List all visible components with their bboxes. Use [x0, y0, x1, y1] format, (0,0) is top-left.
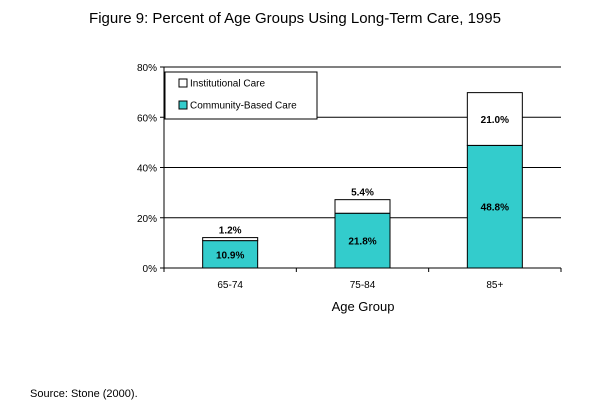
- data-label: 10.9%: [216, 250, 244, 261]
- data-label: 21.0%: [481, 115, 509, 126]
- y-tick-label: 20%: [137, 214, 157, 225]
- chart-title: Figure 9: Percent of Age Groups Using Lo…: [89, 10, 501, 27]
- y-tick-label: 40%: [137, 164, 157, 175]
- bar-segment: [202, 237, 259, 242]
- legend-entry: Institutional Care: [190, 79, 265, 90]
- x-axis-label: Age Group: [332, 299, 395, 314]
- bars: 10.9% 1.2% 21.8% 5.4% 48.8% 21.0%: [202, 92, 523, 269]
- bar-segment: [334, 212, 391, 269]
- x-axis: 65-74 75-84 85+: [163, 267, 562, 291]
- bar-segment: [202, 240, 259, 269]
- legend-box: [164, 71, 318, 120]
- bar-segment: [334, 199, 391, 214]
- x-tick-label: 85+: [486, 280, 503, 291]
- y-tick-label: 0%: [143, 264, 158, 275]
- bar-segment: [466, 92, 523, 146]
- data-label: 5.4%: [351, 188, 374, 199]
- y-tick-label: 60%: [137, 113, 157, 124]
- data-label: 48.8%: [481, 203, 509, 214]
- y-tick-label: 80%: [137, 63, 157, 74]
- legend-swatch: [178, 78, 188, 88]
- data-label: 1.2%: [219, 226, 242, 237]
- source-note: Source: Stone (2000).: [30, 388, 138, 400]
- legend-entry: Community-Based Care: [190, 101, 297, 112]
- data-label: 21.8%: [348, 237, 376, 248]
- x-tick-label: 65-74: [217, 280, 243, 291]
- legend-swatch: [178, 100, 188, 110]
- y-axis: 0% 20% 40% 60% 80%: [137, 63, 165, 275]
- x-tick-label: 75-84: [350, 280, 376, 291]
- legend: Institutional Care Community-Based Care: [164, 71, 318, 120]
